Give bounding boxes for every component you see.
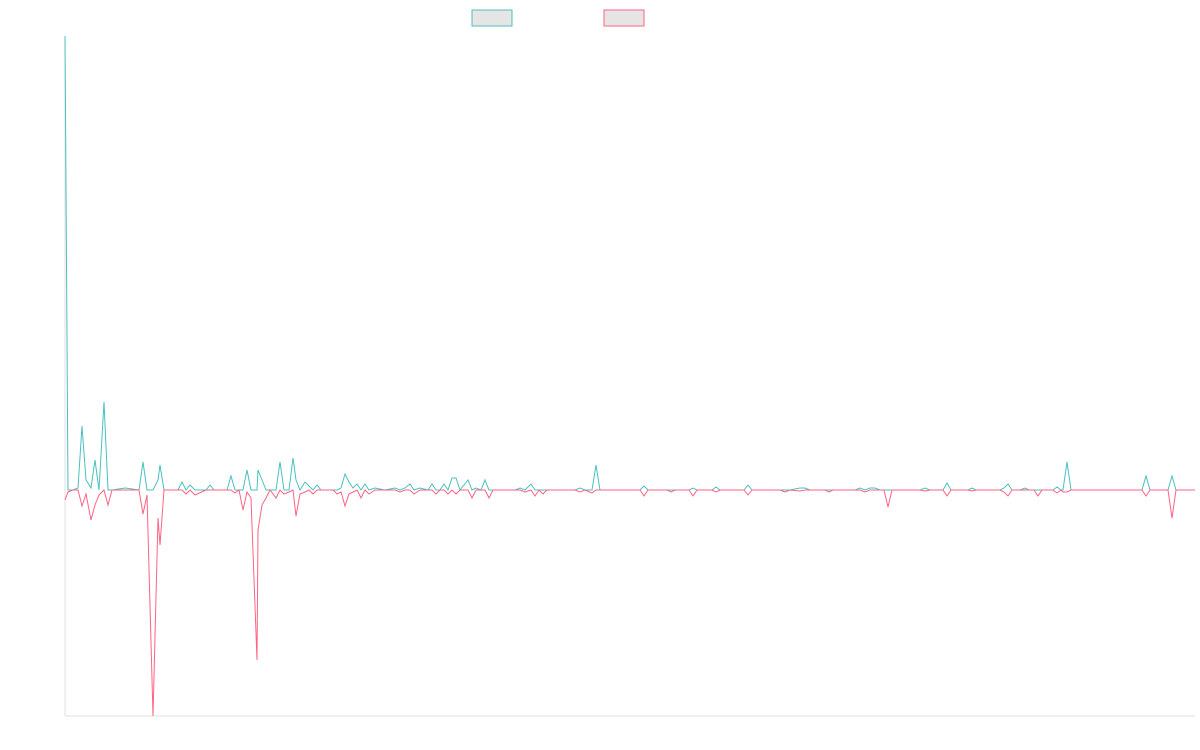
data-line bbox=[64, 489, 1195, 717]
data-line bbox=[64, 35, 1195, 492]
legend-swatch bbox=[471, 9, 513, 27]
legend-swatch bbox=[603, 9, 645, 27]
